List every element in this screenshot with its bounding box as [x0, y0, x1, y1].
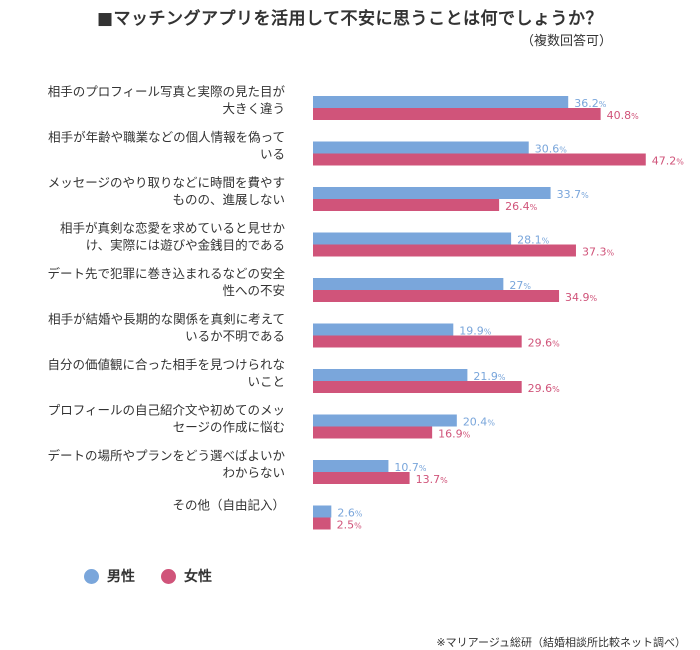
- chart-title: ■マッチングアプリを活用して不安に思うことは何でしょうか？: [96, 9, 604, 29]
- bar-female: [313, 517, 331, 530]
- bar-male: [313, 323, 454, 336]
- bar-female: [313, 426, 433, 439]
- data-label: 2.5%: [337, 519, 363, 532]
- category-label: 相手が年齢や職業などの個人情報を偽っている: [48, 130, 285, 162]
- bar-male: [313, 414, 457, 427]
- bar-male: [313, 232, 512, 245]
- data-label: 13.7%: [416, 473, 449, 486]
- data-label: 16.9%: [438, 428, 471, 441]
- data-label: 20.4%: [463, 416, 496, 429]
- legend-item-male: 男性: [84, 566, 135, 586]
- category-label: 相手が真剣な恋愛を求めていると見せかけ、実際には遊びや金銭目的である: [60, 221, 286, 253]
- bar-female: [313, 244, 576, 257]
- plot-area: 相手のプロフィール写真と実際の見た目が大きく違う 36.2%40.8% 相手が年齢や…: [47, 84, 685, 532]
- bar-male: [313, 96, 569, 108]
- legend-label-male: 男性: [107, 569, 135, 585]
- bar-male: [313, 460, 389, 472]
- bar-male: [313, 505, 332, 518]
- legend: 男性 女性: [84, 566, 212, 586]
- data-label: 34.9%: [565, 291, 598, 304]
- legend-swatch-female: [161, 568, 176, 584]
- bar-female: [313, 290, 560, 302]
- bar-male: [313, 369, 468, 381]
- bar-female: [313, 472, 410, 484]
- data-label: 36.2%: [574, 97, 607, 110]
- category-label: プロフィールの自己紹介文や初めてのメッセージの作成に悩む: [48, 403, 285, 435]
- data-label: 30.6%: [535, 143, 568, 156]
- legend-swatch-male: [84, 568, 99, 584]
- data-label: 29.6%: [528, 337, 561, 350]
- bar-male: [313, 141, 529, 154]
- bar-male: [313, 187, 551, 199]
- data-label: 40.8%: [607, 109, 640, 122]
- data-label: 21.9%: [473, 370, 506, 383]
- bar-female: [313, 108, 601, 120]
- bar-female: [313, 335, 522, 348]
- data-label: 27%: [509, 279, 531, 292]
- bar-female: [313, 153, 646, 166]
- category-label: 相手のプロフィール写真と実際の見た目が大きく違う: [48, 84, 286, 116]
- source-note: ※マリアージュ総研（結婚相談所比較ネット調べ）: [436, 636, 686, 649]
- category-label: デートの場所やプランをどう選べばよいかわからない: [47, 448, 285, 480]
- data-label: 19.9%: [459, 325, 492, 338]
- category-label: メッセージのやり取りなどに時間を費やすものの、進展しない: [48, 175, 285, 207]
- chart-subtitle: （複数回答可）: [520, 34, 612, 49]
- data-label: 26.4%: [505, 200, 538, 213]
- bar-female: [313, 199, 500, 211]
- data-label: 28.1%: [517, 234, 550, 247]
- category-label: 自分の価値観に合った相手を見つけられないこと: [47, 357, 285, 389]
- data-label: 47.2%: [652, 155, 685, 168]
- category-label: デート先で犯罪に巻き込まれるなどの安全性への不安: [47, 266, 285, 298]
- legend-item-female: 女性: [161, 566, 212, 586]
- data-label: 29.6%: [528, 382, 561, 395]
- category-label: その他（自由記入）: [172, 498, 285, 513]
- bar-female: [313, 381, 522, 393]
- bar-male: [313, 278, 504, 290]
- data-label: 2.6%: [337, 507, 363, 520]
- data-label: 37.3%: [582, 246, 615, 259]
- legend-label-female: 女性: [184, 569, 212, 585]
- data-label: 33.7%: [557, 188, 590, 201]
- category-label: 相手が結婚や長期的な関係を真剣に考えているか不明である: [48, 312, 285, 344]
- data-label: 10.7%: [394, 461, 427, 474]
